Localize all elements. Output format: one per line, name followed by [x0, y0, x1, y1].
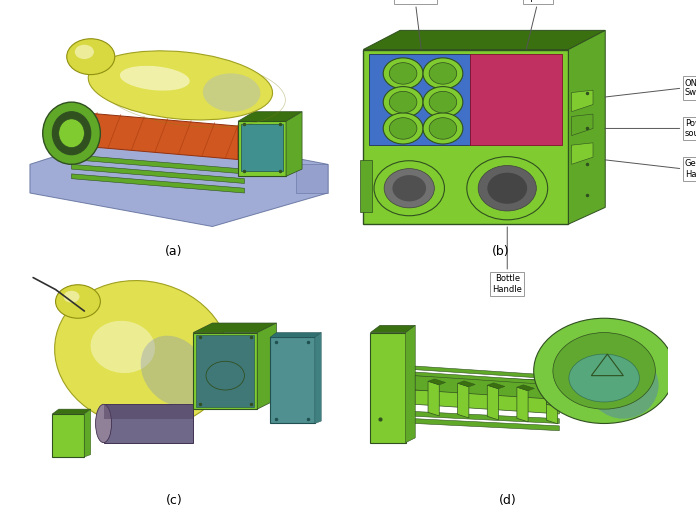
Polygon shape: [72, 164, 244, 184]
Polygon shape: [370, 54, 470, 145]
Circle shape: [487, 173, 527, 204]
Circle shape: [478, 165, 537, 211]
Text: Power
source: Power source: [605, 119, 696, 138]
Polygon shape: [487, 385, 498, 420]
Circle shape: [56, 285, 100, 318]
Circle shape: [374, 161, 445, 216]
Ellipse shape: [588, 352, 658, 419]
Polygon shape: [104, 405, 193, 443]
Polygon shape: [487, 383, 505, 389]
Polygon shape: [416, 419, 560, 431]
Polygon shape: [517, 385, 535, 391]
Text: Gear
Handle: Gear Handle: [605, 160, 696, 179]
Polygon shape: [517, 387, 528, 422]
Circle shape: [429, 118, 457, 139]
Polygon shape: [30, 128, 328, 227]
Polygon shape: [416, 411, 560, 423]
Polygon shape: [546, 389, 557, 424]
Polygon shape: [104, 405, 193, 419]
Ellipse shape: [52, 112, 90, 155]
Polygon shape: [416, 390, 560, 414]
Polygon shape: [72, 112, 238, 160]
Ellipse shape: [90, 321, 155, 373]
Circle shape: [423, 86, 463, 118]
Polygon shape: [406, 326, 416, 443]
Polygon shape: [315, 333, 322, 423]
Circle shape: [74, 45, 94, 59]
Circle shape: [429, 62, 457, 84]
Polygon shape: [52, 414, 84, 457]
Polygon shape: [72, 155, 244, 174]
Circle shape: [423, 58, 463, 89]
Polygon shape: [238, 112, 302, 121]
Polygon shape: [52, 409, 90, 414]
Polygon shape: [370, 333, 406, 443]
Polygon shape: [193, 333, 258, 409]
Circle shape: [383, 58, 423, 89]
Circle shape: [383, 113, 423, 144]
Ellipse shape: [141, 335, 207, 406]
Polygon shape: [296, 164, 328, 193]
Circle shape: [389, 118, 417, 139]
Ellipse shape: [569, 354, 640, 402]
Polygon shape: [571, 90, 593, 112]
Text: (c): (c): [166, 494, 182, 507]
Circle shape: [393, 175, 426, 201]
Polygon shape: [370, 326, 416, 333]
Polygon shape: [361, 160, 372, 212]
Circle shape: [467, 157, 548, 220]
Ellipse shape: [54, 281, 230, 427]
Circle shape: [384, 168, 434, 208]
Polygon shape: [428, 379, 445, 385]
Polygon shape: [569, 30, 606, 224]
Circle shape: [534, 318, 674, 423]
Polygon shape: [416, 366, 560, 379]
Circle shape: [389, 62, 417, 84]
Circle shape: [389, 92, 417, 113]
Polygon shape: [546, 373, 572, 409]
Polygon shape: [571, 143, 593, 164]
Ellipse shape: [88, 51, 273, 120]
Polygon shape: [546, 387, 564, 393]
Circle shape: [553, 333, 656, 409]
Ellipse shape: [95, 405, 111, 443]
Polygon shape: [363, 49, 569, 224]
Polygon shape: [286, 112, 302, 176]
Text: (a): (a): [165, 244, 183, 257]
Polygon shape: [571, 114, 593, 136]
Polygon shape: [270, 333, 322, 337]
Circle shape: [63, 291, 79, 303]
Text: Bottle
Handle: Bottle Handle: [492, 227, 522, 294]
Polygon shape: [470, 54, 562, 145]
Polygon shape: [84, 409, 90, 457]
Circle shape: [206, 361, 244, 390]
Polygon shape: [193, 323, 276, 333]
Polygon shape: [416, 375, 560, 399]
Polygon shape: [238, 121, 286, 176]
Circle shape: [383, 86, 423, 118]
Text: ON/OFF
Switch: ON/OFF Switch: [605, 78, 696, 97]
Ellipse shape: [42, 102, 100, 164]
Circle shape: [429, 92, 457, 113]
Text: (b): (b): [492, 244, 510, 257]
Text: PCB
Space: PCB Space: [525, 0, 551, 49]
Text: (d): (d): [499, 494, 517, 507]
Ellipse shape: [58, 119, 84, 148]
Polygon shape: [416, 372, 560, 385]
Circle shape: [423, 113, 463, 144]
Polygon shape: [428, 381, 439, 416]
Polygon shape: [72, 174, 244, 193]
Polygon shape: [458, 381, 475, 387]
Polygon shape: [270, 337, 315, 423]
Polygon shape: [196, 335, 254, 407]
Ellipse shape: [203, 73, 260, 112]
Polygon shape: [363, 30, 606, 49]
Text: Batteries
Handle: Batteries Handle: [396, 0, 434, 49]
Polygon shape: [258, 323, 276, 409]
Ellipse shape: [566, 336, 604, 372]
Polygon shape: [242, 124, 283, 172]
Circle shape: [67, 39, 115, 74]
Ellipse shape: [120, 66, 190, 90]
Polygon shape: [458, 383, 469, 418]
